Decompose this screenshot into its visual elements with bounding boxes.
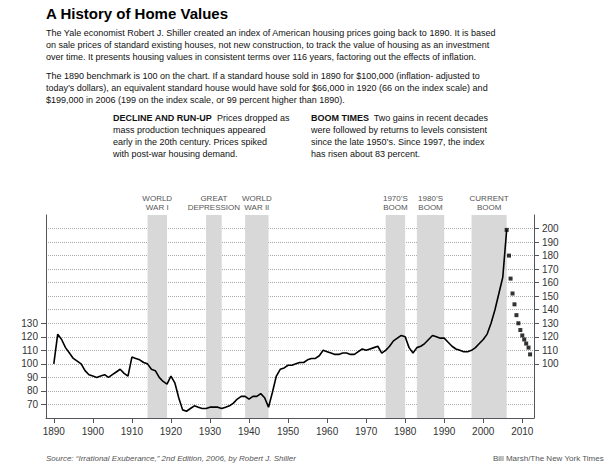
svg-text:over time. It presents housing: over time. It presents housing values in… <box>46 52 476 62</box>
svg-text:BOOM: BOOM <box>383 203 408 212</box>
svg-text:1980’S: 1980’S <box>418 194 443 203</box>
svg-text:The 1890 benchmark is 100 on t: The 1890 benchmark is 100 on the chart. … <box>46 71 480 81</box>
svg-text:BOOM TIMES: BOOM TIMES <box>311 113 369 123</box>
svg-text:160: 160 <box>542 277 559 288</box>
svg-text:1920: 1920 <box>160 426 183 437</box>
svg-text:The Yale economist Robert J. S: The Yale economist Robert J. Shiller cre… <box>46 28 495 38</box>
svg-text:CURRENT: CURRENT <box>470 194 509 203</box>
svg-text:1970’S: 1970’S <box>383 194 408 203</box>
svg-text:WORLD: WORLD <box>242 194 272 203</box>
svg-text:Two gains in recent decades: Two gains in recent decades <box>369 113 488 123</box>
svg-text:190: 190 <box>542 237 559 248</box>
svg-text:180: 180 <box>542 250 559 261</box>
svg-text:today’s dollars), an equivalen: today’s dollars), an equivalent standard… <box>46 83 488 93</box>
svg-text:WAR II: WAR II <box>244 203 269 212</box>
svg-text:GREAT: GREAT <box>200 194 227 203</box>
svg-text:WAR I: WAR I <box>146 203 169 212</box>
svg-text:2000: 2000 <box>472 426 495 437</box>
svg-text:WORLD: WORLD <box>142 194 172 203</box>
svg-text:100: 100 <box>21 358 38 369</box>
svg-text:130: 130 <box>542 318 559 329</box>
svg-text:1930: 1930 <box>199 426 222 437</box>
svg-text:BOOM: BOOM <box>477 203 502 212</box>
svg-text:140: 140 <box>542 304 559 315</box>
svg-text:1890: 1890 <box>43 426 66 437</box>
svg-text:200: 200 <box>542 223 559 234</box>
svg-text:1960: 1960 <box>316 426 339 437</box>
svg-text:BOOM: BOOM <box>418 203 443 212</box>
svg-text:on sale prices of standard exi: on sale prices of standard existing hous… <box>46 40 490 50</box>
svg-text:1980: 1980 <box>394 426 417 437</box>
svg-text:1900: 1900 <box>82 426 105 437</box>
svg-text:120: 120 <box>21 331 38 342</box>
svg-text:2010: 2010 <box>511 426 534 437</box>
svg-text:since the late 1950’s. Since 1: since the late 1950’s. Since 1997, the i… <box>311 137 485 147</box>
svg-text:170: 170 <box>542 264 559 275</box>
svg-text:1950: 1950 <box>277 426 300 437</box>
svg-text:mass production techniques app: mass production techniques appeared <box>113 125 266 135</box>
svg-text:1940: 1940 <box>238 426 261 437</box>
svg-text:150: 150 <box>542 291 559 302</box>
svg-text:with post-war housing demand.: with post-war housing demand. <box>112 149 238 159</box>
svg-text:110: 110 <box>542 345 558 356</box>
svg-text:Bill Marsh/The New York Times: Bill Marsh/The New York Times <box>493 454 604 463</box>
svg-text:70: 70 <box>27 399 39 410</box>
svg-text:110: 110 <box>22 345 38 356</box>
svg-text:90: 90 <box>27 372 39 383</box>
svg-text:DECLINE AND RUN-UP: DECLINE AND RUN-UP <box>113 113 212 123</box>
svg-text:were followed by returns to le: were followed by returns to levels consi… <box>310 125 488 135</box>
svg-text:1910: 1910 <box>121 426 144 437</box>
svg-text:1990: 1990 <box>433 426 456 437</box>
svg-text:DEPRESSION: DEPRESSION <box>188 203 241 212</box>
svg-text:130: 130 <box>21 318 38 329</box>
svg-text:1970: 1970 <box>355 426 378 437</box>
svg-text:has risen about 83 percent.: has risen about 83 percent. <box>311 149 420 159</box>
svg-text:120: 120 <box>542 331 559 342</box>
svg-text:early in the 20th century. Pri: early in the 20th century. Prices spiked <box>113 137 267 147</box>
svg-text:Prices dropped as: Prices dropped as <box>212 113 290 123</box>
svg-text:A History of Home Values: A History of Home Values <box>46 5 228 22</box>
svg-text:Source: “Irrational Exuberance: Source: “Irrational Exuberance,” 2nd Edi… <box>46 454 296 463</box>
svg-text:$199,000 in 2006 (199 on the i: $199,000 in 2006 (199 on the index scale… <box>46 95 345 105</box>
svg-text:100: 100 <box>542 358 559 369</box>
svg-text:80: 80 <box>27 385 39 396</box>
